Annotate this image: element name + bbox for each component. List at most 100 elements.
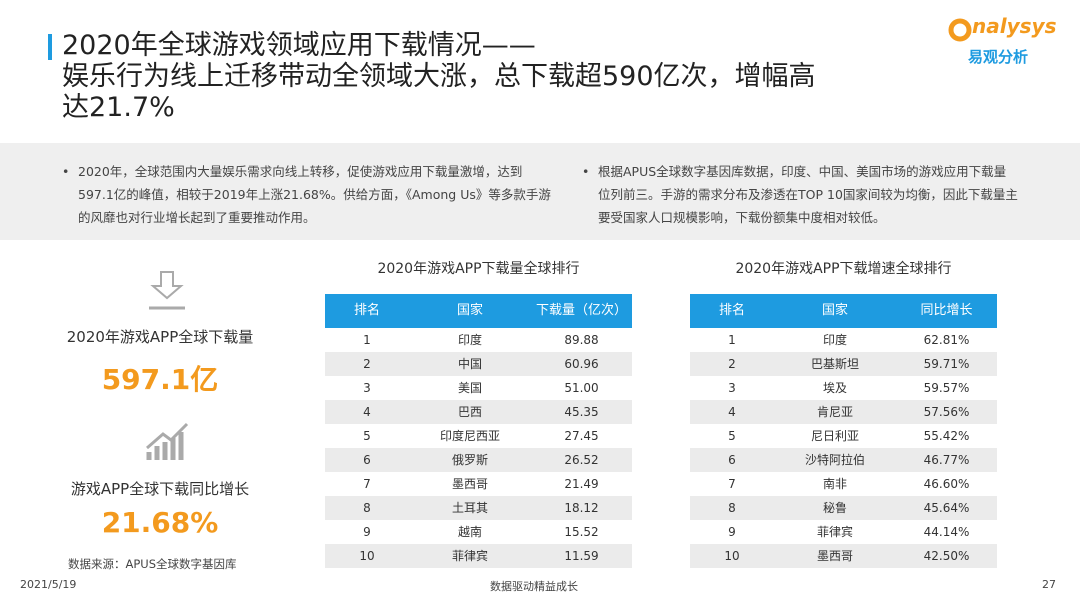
title-line: 2020年全球游戏领域应用下载情况—— — [62, 30, 536, 61]
table-cell: 55.42% — [923, 429, 970, 443]
table-cell: 7 — [728, 477, 736, 491]
title-line: 娱乐行为线上迁移带动全领域大涨，总下载超590亿次，增幅高 — [62, 61, 816, 92]
table-row — [690, 328, 997, 352]
table-row — [325, 424, 632, 448]
table-cell: 1 — [728, 333, 736, 347]
table-cell: 埃及 — [822, 381, 847, 395]
table-row — [325, 472, 632, 496]
table-cell: 46.60% — [923, 477, 970, 491]
table-cell: 60.96 — [564, 357, 599, 371]
table-cell: 4 — [728, 405, 736, 419]
page-number: 27 — [1042, 578, 1056, 591]
table-cell: 57.56% — [923, 405, 970, 419]
table-cell: 美国 — [457, 381, 482, 395]
table-row — [325, 520, 632, 544]
table-cell: 肯尼亚 — [816, 405, 853, 419]
table-cell: 秘鲁 — [822, 501, 847, 515]
table-cell: 中国 — [457, 357, 482, 371]
header-cell: 国家 — [456, 303, 483, 318]
table-row — [690, 520, 997, 544]
logo-cn: 易观分析 — [968, 48, 1029, 66]
table-cell: 6 — [728, 453, 736, 467]
table-cell: 俄罗斯 — [451, 453, 488, 467]
table-row — [690, 400, 997, 424]
table-cell: 26.52 — [564, 453, 599, 467]
table-row — [690, 448, 997, 472]
table-cell: 沙特阿拉伯 — [804, 453, 865, 467]
table-cell: 4 — [363, 405, 371, 419]
table-row — [690, 496, 997, 520]
table-cell: 46.77% — [923, 453, 970, 467]
table-cell: 27.45 — [564, 429, 599, 443]
growth-icon — [146, 422, 189, 460]
bullet: 根据APUS全球数字基因库数据，印度、中国、美国市场的游戏应用下载量位列前三。手… — [582, 160, 1018, 229]
table-row — [690, 376, 997, 400]
table-cell: 尼日利亚 — [810, 429, 859, 443]
table-row — [325, 496, 632, 520]
table-cell: 45.35 — [564, 405, 599, 419]
table-cell: 5 — [728, 429, 736, 443]
table-cell: 8 — [363, 501, 371, 515]
table-cell: 3 — [363, 381, 371, 395]
table-cell: 菲律宾 — [816, 525, 853, 539]
table-cell: 3 — [728, 381, 736, 395]
table-row — [325, 448, 632, 472]
table-row — [325, 352, 632, 376]
table-row — [325, 544, 632, 568]
table-cell: 7 — [363, 477, 371, 491]
table-header — [690, 294, 997, 328]
table-cell: 印度 — [822, 333, 847, 347]
table-cell: 59.71% — [923, 357, 970, 371]
table-cell: 墨西哥 — [451, 477, 488, 491]
header-cell: 排名 — [353, 303, 380, 318]
table-row — [690, 352, 997, 376]
table-cell: 62.81% — [923, 333, 970, 347]
date: 2021/5/19 — [20, 578, 77, 591]
table-cell: 21.49 — [564, 477, 599, 491]
table-row — [325, 376, 632, 400]
title-accent — [48, 34, 52, 60]
table-cell: 8 — [728, 501, 736, 515]
bullet: 2020年，全球范围内大量娱乐需求向线上转移，促使游戏应用下载量激增，达到597… — [62, 160, 558, 229]
table-row — [690, 544, 997, 568]
table-cell: 土耳其 — [451, 501, 488, 515]
stat-label: 2020年游戏APP全球下载量 — [66, 328, 254, 346]
table-cell: 45.64% — [923, 501, 970, 515]
title-line: 达21.7% — [62, 92, 175, 123]
table-cell: 10 — [359, 549, 375, 563]
stat-value: 21.68% — [101, 506, 219, 539]
header-cell: 国家 — [821, 303, 848, 318]
table-cell: 9 — [363, 525, 371, 539]
table-cell: 51.00 — [564, 381, 599, 395]
table-cell: 15.52 — [564, 525, 599, 539]
table-cell: 11.59 — [564, 549, 599, 563]
table-cell: 5 — [363, 429, 371, 443]
table-cell: 9 — [728, 525, 736, 539]
stat-value: 597.1亿 — [101, 363, 219, 396]
header-cell: 同比增长 — [920, 303, 973, 318]
logo-icon — [948, 18, 972, 42]
table-title: 2020年游戏APP下载量全球排行 — [377, 261, 580, 277]
table-cell: 89.88 — [564, 333, 599, 347]
table-cell: 印度 — [457, 333, 482, 347]
table-row — [690, 424, 997, 448]
table-cell: 越南 — [457, 525, 482, 539]
table-row — [325, 328, 632, 352]
table-row — [325, 400, 632, 424]
table-cell: 菲律宾 — [451, 549, 488, 563]
logo-text: nalysys — [972, 14, 1057, 38]
table-cell: 2 — [728, 357, 736, 371]
download-icon — [149, 271, 185, 310]
table-cell: 南非 — [822, 477, 847, 491]
table-cell: 1 — [363, 333, 371, 347]
table-cell: 2 — [363, 357, 371, 371]
title: 2020年全球游戏领域应用下载情况—— 娱乐行为线上迁移带动全领域大涨，总下载超… — [62, 30, 816, 123]
table-cell: 巴基斯坦 — [810, 357, 859, 371]
table-cell: 18.12 — [564, 501, 599, 515]
table-cell: 巴西 — [457, 405, 482, 419]
header-cell: 下载量（亿次） — [535, 303, 627, 318]
source: 数据来源：APUS全球数字基因库 — [68, 557, 237, 571]
table-cell: 42.50% — [923, 549, 970, 563]
slogan: 数据驱动精益成长 — [490, 580, 578, 593]
